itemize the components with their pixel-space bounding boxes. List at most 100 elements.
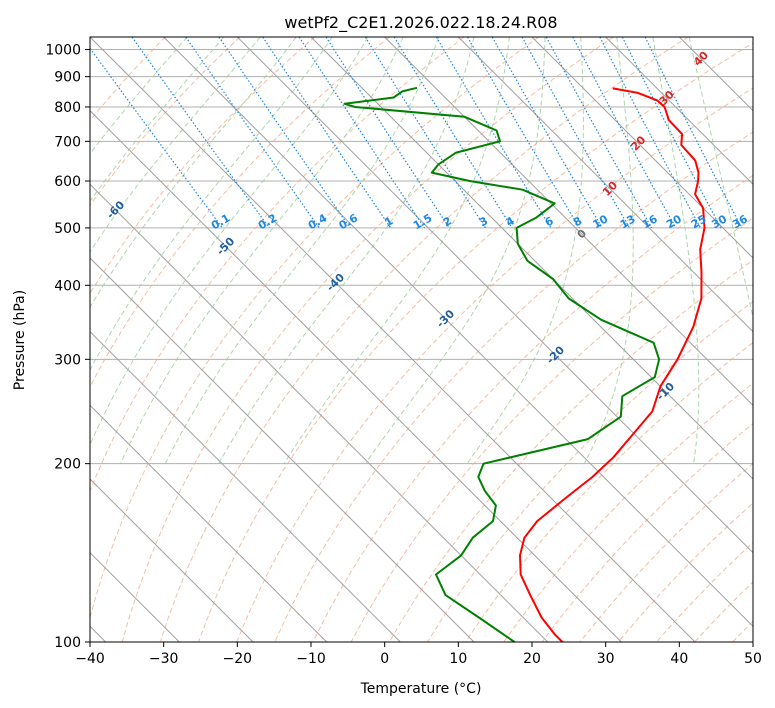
mixing-ratio-label: 10: [590, 212, 610, 231]
y-tick-label: 600: [54, 174, 81, 190]
y-tick-label: 500: [54, 221, 81, 237]
isotherm-line: [236, 37, 753, 554]
mixing-ratio-line: [218, 37, 351, 229]
isotherm-line: [457, 37, 753, 333]
isotherm-line: [90, 37, 696, 642]
mixing-ratio-line: [364, 37, 486, 229]
mixing-ratio-line: [572, 37, 677, 229]
x-tick-label: 50: [744, 651, 762, 667]
x-tick-label: 0: [380, 651, 389, 667]
moist-adiabat-line: [652, 37, 700, 464]
line-labels: 0.1 0.2 0.4 0.6 1 1.5 2 3 4 6 8 10 13 16 20 25 30 36-60-5…: [104, 48, 750, 403]
x-tick-label: 40: [670, 651, 688, 667]
dry-adiabat-line: [771, 37, 775, 642]
mixing-ratio-line: [545, 37, 653, 229]
moist-adiabat-line: [218, 37, 475, 464]
y-tick-label: 900: [54, 70, 81, 86]
axis-ticks: −40 −30 −20 −10 0 10 20 30 40 50 1000 900 800 700 600 5…: [45, 43, 762, 667]
mixing-ratio-line: [435, 37, 552, 229]
dry-adiabat-line: [90, 37, 390, 388]
isotherm-line: [531, 37, 753, 259]
mixing-ratio-line: [393, 37, 513, 229]
dewpoint-line: [343, 86, 661, 642]
plot-frame: [89, 36, 754, 643]
mixing-ratio-line: [644, 37, 743, 229]
dry-adiabat-line: [732, 620, 753, 642]
isotherm-line: [90, 257, 475, 642]
mixing-ratio-line: [298, 37, 425, 229]
y-axis-label: Pressure (hPa): [12, 290, 28, 390]
mixing-ratio-line: [185, 37, 320, 229]
mixing-ratio-line: [621, 37, 722, 229]
dry-adiabat-line: [90, 37, 540, 620]
y-tick-label: 800: [54, 100, 81, 116]
moist-adiabat-line: [90, 37, 261, 253]
y-tick-label: 400: [54, 278, 81, 294]
x-tick-label: 30: [597, 651, 615, 667]
isotherm-line: [90, 183, 549, 642]
isotherm-line: [752, 37, 753, 38]
x-tick-label: −40: [75, 651, 105, 667]
y-tick-label: 200: [54, 457, 81, 473]
mixing-ratio-label: 6: [543, 214, 556, 229]
dry-adiabat-line: [90, 37, 316, 295]
dry-adiabat-line: [159, 37, 689, 642]
mixing-ratio-label: 30: [709, 212, 729, 231]
dry-adiabat-line: [694, 581, 753, 642]
moist-adiabat-line: [466, 37, 584, 464]
dry-adiabat-line: [121, 37, 614, 642]
x-tick-label: −20: [223, 651, 253, 667]
moist-adiabat-line: [583, 37, 634, 464]
dry-adiabat-line: [90, 37, 166, 122]
background-lines: [90, 37, 775, 642]
mixing-ratio-label: 25: [689, 212, 709, 231]
mixing-ratio-label: 8: [571, 214, 584, 229]
moist-adiabat-line: [364, 37, 546, 464]
dry-adiabat-line: [274, 131, 753, 642]
isotherm-line: [605, 37, 753, 186]
moist-adiabat-line: [90, 37, 225, 203]
x-tick-label: 20: [523, 651, 541, 667]
mixing-ratio-label: 16: [640, 212, 660, 231]
isotherm-line: [163, 37, 753, 628]
x-axis-label: Temperature (°C): [360, 681, 482, 697]
y-tick-label: 700: [54, 134, 81, 150]
y-tick-label: 300: [54, 352, 81, 368]
mixing-ratio-label: 0.1: [209, 211, 232, 232]
mixing-ratio-label: 2: [441, 214, 454, 229]
mixing-ratio-label: 1: [382, 214, 395, 229]
dry-adiabat-line: [236, 87, 753, 642]
moist-adiabat-line: [283, 37, 510, 464]
mixing-ratio-label: 20: [664, 212, 684, 231]
moist-adiabat-line: [90, 37, 297, 309]
dry-adiabat-line: [503, 382, 753, 642]
moist-adiabat-line: [688, 37, 753, 321]
isotherm-line: [310, 37, 753, 480]
dry-adiabat-line: [90, 37, 241, 207]
mixing-ratio-label: 3: [477, 214, 490, 229]
y-tick-label: 1000: [45, 43, 81, 59]
mixing-ratio-line: [131, 37, 270, 229]
mixing-ratio-line: [599, 37, 702, 229]
isotherm-line: [90, 330, 401, 642]
mixing-ratio-line: [262, 37, 392, 229]
moist-adiabat-line: [120, 37, 404, 464]
dry-adiabat-line: [90, 37, 465, 493]
x-tick-label: −10: [296, 651, 326, 667]
dry-adiabat-line: [656, 541, 753, 642]
mixing-ratio-line: [325, 37, 450, 229]
isotherm-line: [90, 109, 622, 642]
dry-adiabat-line: [350, 217, 753, 642]
dry-adiabat-line: [541, 422, 753, 642]
moist-adiabat-line: [90, 37, 188, 155]
mixing-ratio-line: [521, 37, 631, 229]
dry-adiabat-line: [388, 259, 753, 642]
y-tick-label: 100: [54, 635, 81, 651]
moist-adiabat-line: [164, 37, 439, 464]
moist-adiabat-line: [90, 37, 369, 447]
temperature-line: [519, 87, 706, 642]
chart-title: wetPf2_C2E1.2026.022.18.24.R08: [284, 13, 557, 33]
isotherm-line: [384, 37, 753, 407]
isotherm-line: [90, 404, 328, 642]
dry-adiabat-line: [426, 301, 753, 642]
